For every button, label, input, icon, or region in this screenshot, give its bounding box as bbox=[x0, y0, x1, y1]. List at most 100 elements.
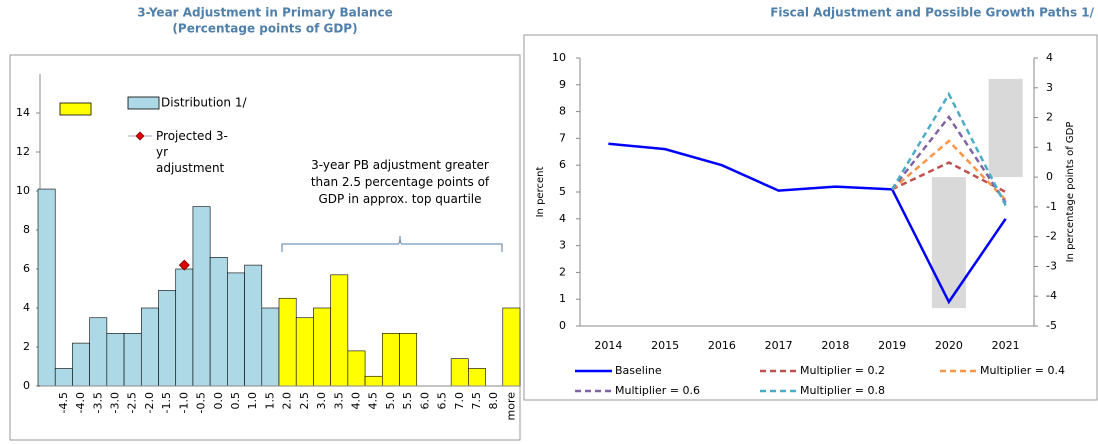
bar bbox=[54, 368, 73, 387]
y-tick-label: 4 bbox=[559, 212, 566, 225]
bar bbox=[931, 177, 966, 309]
line bbox=[608, 142, 1007, 305]
legend-swatch bbox=[135, 131, 145, 141]
x-tick-label: 2017 bbox=[765, 339, 793, 352]
x-tick-label: 3.5 bbox=[332, 392, 345, 410]
y2-tick-label: -1 bbox=[1046, 200, 1057, 213]
y-tick-label: 8 bbox=[23, 223, 30, 236]
y2-tick-label: 0 bbox=[1046, 170, 1053, 183]
x-tick-label: -1.0 bbox=[177, 392, 190, 413]
marker bbox=[178, 259, 190, 271]
y-tick-label: 1 bbox=[559, 292, 566, 305]
x-tick-label: 3.0 bbox=[315, 392, 328, 410]
legend-label: Baseline bbox=[615, 364, 662, 377]
left-frame bbox=[9, 54, 521, 441]
x-tick-label: 6.0 bbox=[418, 392, 431, 410]
y-tick-label: 14 bbox=[16, 106, 30, 119]
bar bbox=[72, 342, 90, 387]
y-tick-label: 12 bbox=[16, 145, 30, 158]
bar bbox=[37, 188, 56, 387]
bar bbox=[988, 78, 1023, 178]
bar bbox=[192, 206, 211, 387]
x-tick-label: -3.0 bbox=[108, 392, 121, 413]
y-axis-title: In percent bbox=[535, 167, 546, 218]
bar bbox=[106, 333, 125, 387]
bracket bbox=[281, 235, 503, 252]
x-tick-label: 0.0 bbox=[212, 392, 225, 410]
line bbox=[891, 114, 1007, 204]
legend-label: Multiplier = 0.6 bbox=[615, 384, 700, 397]
y2-tick-label: -4 bbox=[1046, 289, 1057, 302]
legend-label: Multiplier = 0.8 bbox=[800, 384, 885, 397]
x-tick-label: 4.5 bbox=[367, 392, 380, 410]
bar bbox=[295, 317, 314, 387]
bar bbox=[399, 333, 418, 387]
x-tick-label: 5.5 bbox=[401, 392, 414, 410]
x-tick-label: 7.0 bbox=[453, 392, 466, 410]
bar bbox=[140, 307, 159, 387]
bar bbox=[227, 272, 245, 387]
legend-swatch bbox=[59, 102, 92, 116]
y-tick-label: 2 bbox=[23, 340, 30, 353]
bar bbox=[330, 274, 349, 387]
bar bbox=[347, 350, 366, 387]
bar bbox=[209, 256, 228, 387]
x-tick-label: -3.5 bbox=[91, 392, 104, 413]
y-tick-label: 2 bbox=[559, 265, 566, 278]
y2-tick-label: 2 bbox=[1046, 111, 1053, 124]
y-tick-label: 10 bbox=[16, 184, 30, 197]
legend-swatch bbox=[127, 96, 160, 110]
bar bbox=[158, 290, 177, 387]
y2-tick-label: -2 bbox=[1046, 230, 1057, 243]
y-tick-label: 0 bbox=[23, 379, 30, 392]
x-tick-label: 2014 bbox=[594, 339, 622, 352]
chart-title: 3-Year Adjustment in Primary Balance bbox=[137, 6, 392, 20]
y-tick-label: 0 bbox=[559, 319, 566, 332]
y-tick-label: 9 bbox=[559, 78, 566, 91]
y2-axis-title: In percentage points of GDP bbox=[1065, 122, 1076, 263]
y2-tick-label: -5 bbox=[1046, 319, 1057, 332]
x-tick-label: 2019 bbox=[878, 339, 906, 352]
y2-tick-label: 4 bbox=[1046, 51, 1053, 64]
x-tick-label: 2018 bbox=[821, 339, 849, 352]
x-tick-label: -2.0 bbox=[143, 392, 156, 413]
y-tick-label: 4 bbox=[23, 301, 30, 314]
y-tick-label: 6 bbox=[23, 262, 30, 275]
legend-label: Multiplier = 0.2 bbox=[800, 364, 885, 377]
x-tick-label: 2021 bbox=[992, 339, 1020, 352]
bar bbox=[468, 368, 486, 387]
x-tick-label: 2015 bbox=[651, 339, 679, 352]
x-tick-label: 0.5 bbox=[229, 392, 242, 410]
bar bbox=[261, 307, 280, 387]
y2-tick-label: -3 bbox=[1046, 259, 1057, 272]
y-tick-label: 3 bbox=[559, 239, 566, 252]
x-tick-label: 7.5 bbox=[470, 392, 483, 410]
legend-label: Distribution 1/ bbox=[161, 96, 247, 110]
y-tick-label: 5 bbox=[559, 185, 566, 198]
x-tick-label: 4.0 bbox=[349, 392, 362, 410]
x-tick-label: 6.5 bbox=[436, 392, 449, 410]
bar bbox=[175, 268, 194, 387]
bar bbox=[364, 375, 383, 387]
x-tick-label: more bbox=[504, 392, 517, 421]
y2-tick-label: 3 bbox=[1046, 81, 1053, 94]
x-tick-label: 2020 bbox=[935, 339, 963, 352]
bar bbox=[502, 307, 521, 387]
line bbox=[891, 91, 1007, 206]
y2-tick-label: 1 bbox=[1046, 140, 1053, 153]
legend-label: Projected 3-yr adjustment bbox=[156, 129, 228, 175]
bar bbox=[123, 333, 142, 387]
y-tick-label: 8 bbox=[559, 105, 566, 118]
x-tick-label: -2.5 bbox=[126, 392, 139, 413]
chart-subtitle: (Percentage points of GDP) bbox=[172, 22, 357, 36]
y-tick-label: 7 bbox=[559, 131, 566, 144]
line bbox=[891, 139, 1007, 201]
bar bbox=[244, 264, 263, 387]
x-tick-label: 1.5 bbox=[263, 392, 276, 410]
x-tick-label: 2016 bbox=[708, 339, 736, 352]
bar bbox=[313, 307, 331, 387]
x-tick-label: -0.5 bbox=[195, 392, 208, 413]
chart-title: Fiscal Adjustment and Possible Growth Pa… bbox=[770, 6, 1094, 20]
